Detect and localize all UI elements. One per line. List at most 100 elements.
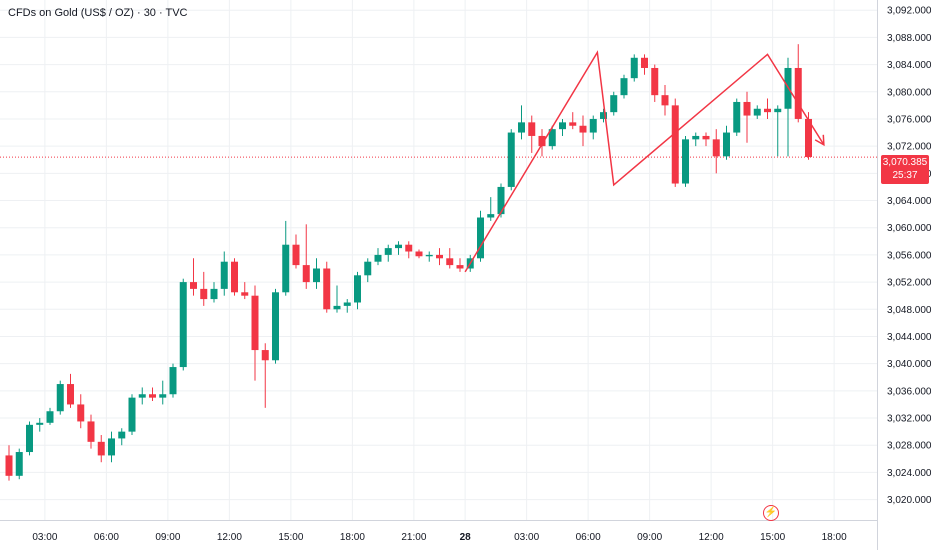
candle-body xyxy=(671,105,679,184)
candle-body xyxy=(210,288,218,300)
x-tick-label: 15:00 xyxy=(278,532,303,543)
candle-body xyxy=(507,132,515,187)
candle-body xyxy=(743,101,751,116)
candle-body xyxy=(220,261,228,289)
y-tick-label: 3,044.000 xyxy=(887,332,932,343)
candle-body xyxy=(241,292,249,296)
candle-body xyxy=(518,122,525,133)
candle-body xyxy=(712,139,720,157)
candle-body xyxy=(436,254,443,259)
x-tick-label: 12:00 xyxy=(217,532,242,543)
candle-body xyxy=(108,438,115,456)
candle-body xyxy=(179,282,187,368)
candle-body xyxy=(620,78,628,96)
candle-body xyxy=(364,261,372,276)
candle-body xyxy=(374,254,382,262)
chart-title: CFDs on Gold (US$ / OZ) · 30 · TVC xyxy=(8,7,188,19)
candle-body xyxy=(661,95,669,106)
candle-body xyxy=(723,132,730,157)
arrow-head xyxy=(814,134,825,147)
candle-body xyxy=(97,441,105,456)
candle-body xyxy=(343,302,351,306)
candle-body xyxy=(682,139,689,184)
y-tick-label: 3,092.000 xyxy=(887,6,932,17)
candle-body xyxy=(282,244,290,293)
lightning-icon[interactable]: ⚡ xyxy=(763,505,779,521)
candle-body xyxy=(641,57,648,68)
candle-body xyxy=(559,122,566,130)
x-tick-label: 06:00 xyxy=(94,532,119,543)
candle-body xyxy=(774,108,782,113)
candle-body xyxy=(651,67,659,96)
candle-body xyxy=(548,129,556,147)
x-tick-label: 03:00 xyxy=(32,532,57,543)
x-tick-label: 09:00 xyxy=(637,532,662,543)
x-tick-label: 28 xyxy=(460,532,472,543)
candle-body xyxy=(36,422,44,425)
candle-body xyxy=(456,265,464,269)
y-tick-label: 3,020.000 xyxy=(887,495,932,506)
y-tick-label: 3,060.000 xyxy=(887,223,932,234)
y-tick-label: 3,056.000 xyxy=(887,250,932,261)
y-tick-label: 3,080.000 xyxy=(887,87,932,98)
x-tick-label: 15:00 xyxy=(760,532,785,543)
candle-body xyxy=(87,421,95,442)
y-tick-label: 3,028.000 xyxy=(887,441,932,452)
candle-body xyxy=(600,112,607,119)
y-tick-label: 3,032.000 xyxy=(887,414,932,425)
y-tick-label: 3,088.000 xyxy=(887,33,932,44)
candle-body xyxy=(128,397,136,432)
x-tick-label: 18:00 xyxy=(822,532,847,543)
candle-body xyxy=(292,244,300,266)
candle-body xyxy=(77,404,85,422)
y-tick-label: 3,072.000 xyxy=(887,142,932,153)
candle-body xyxy=(692,135,700,140)
trend-line-drawing xyxy=(464,50,825,273)
candle-body xyxy=(569,122,577,126)
candle-body xyxy=(200,288,208,300)
candle-body xyxy=(15,452,23,476)
bar-countdown: 25:37 xyxy=(892,170,918,181)
candle-body xyxy=(446,258,454,266)
last-price-tag: 3,070.385 25:37 xyxy=(881,155,929,184)
y-tick-label: 3,040.000 xyxy=(887,359,932,370)
candle-body xyxy=(169,367,177,395)
candle-body xyxy=(313,268,320,283)
candle-body xyxy=(702,135,710,140)
candle-body xyxy=(487,214,495,218)
y-tick-label: 3,048.000 xyxy=(887,305,932,316)
last-price-value: 3,070.385 xyxy=(882,157,928,168)
candle-body xyxy=(805,118,812,158)
candle-body xyxy=(579,125,587,133)
candle-body xyxy=(67,384,74,405)
y-tick-label: 3,024.000 xyxy=(887,468,932,479)
candle-body xyxy=(753,108,761,116)
y-tick-label: 3,036.000 xyxy=(887,386,932,397)
candle-body xyxy=(733,101,741,133)
candle-body xyxy=(354,275,361,303)
candle-body xyxy=(231,261,238,293)
candle-body xyxy=(497,186,505,215)
candle-body xyxy=(425,254,433,257)
candle-body xyxy=(149,394,156,398)
x-tick-label: 03:00 xyxy=(514,532,539,543)
candle-body xyxy=(384,248,392,255)
x-tick-label: 18:00 xyxy=(340,532,365,543)
candle-body xyxy=(630,57,638,79)
y-tick-label: 3,076.000 xyxy=(887,114,932,125)
x-tick-label: 06:00 xyxy=(576,532,601,543)
candle-body xyxy=(251,295,259,351)
y-tick-label: 3,084.000 xyxy=(887,60,932,71)
candle-body xyxy=(610,95,618,113)
candle-body xyxy=(26,424,33,453)
candle-body xyxy=(794,67,802,119)
candle-body xyxy=(159,394,167,398)
y-tick-label: 3,052.000 xyxy=(887,278,932,289)
candle-body xyxy=(272,292,279,361)
candle-body xyxy=(302,265,310,283)
candle-body xyxy=(538,135,546,147)
candle-body xyxy=(5,455,13,476)
candle-body xyxy=(190,282,197,289)
